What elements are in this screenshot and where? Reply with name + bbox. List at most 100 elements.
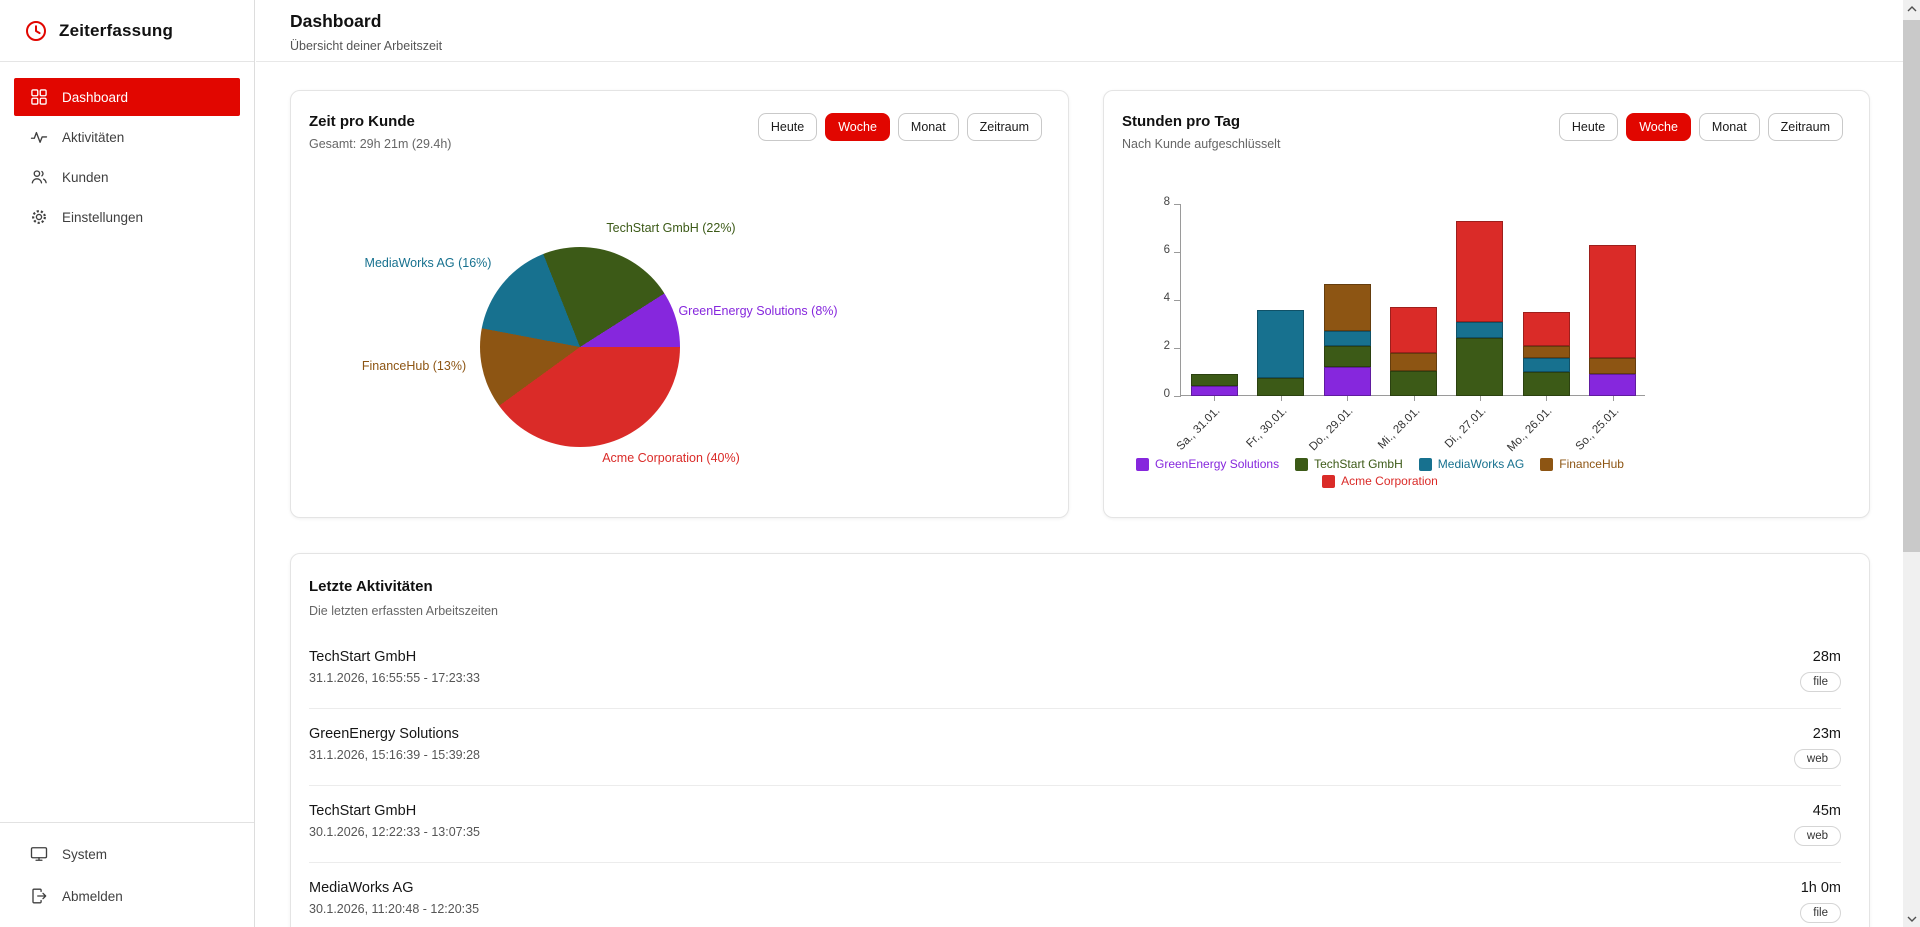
activity-duration: 28m [1812, 649, 1841, 665]
x-axis-tick [1612, 396, 1614, 401]
activity-time-range: 30.1.2026, 12:22:33 - 13:07:35 [309, 825, 480, 839]
activity-list: TechStart GmbH 31.1.2026, 16:55:55 - 17:2… [309, 632, 1841, 927]
legend-swatch-acme-corporation [1322, 474, 1336, 488]
sidebar-item-aktivit-ten[interactable]: Aktivitäten [14, 118, 240, 156]
legend-item-acme-corporation[interactable]: Acme Corporation [1322, 474, 1438, 488]
bar-segment-financehub[interactable] [1389, 352, 1437, 371]
y-axis-tick [1174, 396, 1181, 397]
bar-segment-financehub[interactable] [1323, 284, 1371, 332]
legend-swatch-techstart-gmbh [1295, 457, 1309, 471]
x-axis-tick [1280, 396, 1282, 401]
bar-segment-techstart-gmbh[interactable] [1190, 374, 1238, 387]
legend-label: TechStart GmbH [1314, 457, 1403, 471]
bar-card-subtitle: Nach Kunde aufgeschlüsselt [1122, 137, 1281, 151]
sidebar-item-label: Abmelden [62, 888, 123, 904]
bar-fr-30-01[interactable] [1247, 204, 1313, 396]
grid-icon [29, 87, 49, 107]
bar-di-27-01[interactable] [1447, 204, 1513, 396]
activity-row: TechStart GmbH 31.1.2026, 16:55:55 - 17:2… [309, 632, 1841, 709]
activity-row: MediaWorks AG 30.1.2026, 11:20:48 - 12:20… [309, 863, 1841, 927]
filter-button-heute[interactable]: Heute [1558, 113, 1619, 141]
page-subtitle: Übersicht deiner Arbeitszeit [290, 39, 443, 53]
activity-info: TechStart GmbH 30.1.2026, 12:22:33 - 13:0… [309, 803, 480, 839]
filter-button-zeitraum[interactable]: Zeitraum [1767, 113, 1843, 141]
legend-label: GreenEnergy Solutions [1155, 457, 1280, 471]
filter-button-heute[interactable]: Heute [757, 113, 818, 141]
bar-segment-financehub[interactable] [1589, 357, 1637, 375]
app-title: Zeiterfassung [59, 21, 174, 40]
bar-segment-mediaworks-ag[interactable] [1323, 331, 1371, 346]
bar-segment-techstart-gmbh[interactable] [1456, 338, 1504, 396]
bar-segment-techstart-gmbh[interactable] [1389, 370, 1437, 396]
y-axis-tick [1174, 204, 1181, 205]
legend-item-greenenergy-solutions[interactable]: GreenEnergy Solutions [1136, 457, 1279, 471]
bar-segment-acme-corporation[interactable] [1456, 220, 1504, 322]
bar-chart[interactable]: Sa., 31.01. Fr., 30.01. Do., 29.01. Mi., 28… [1164, 196, 1646, 454]
sidebar-item-abmelden[interactable]: Abmelden [14, 877, 240, 915]
sidebar-item-einstellungen[interactable]: Einstellungen [14, 198, 240, 236]
x-axis-tick [1214, 396, 1216, 401]
pie-card-subtitle: Gesamt: 29h 21m (29.4h) [309, 137, 452, 151]
app-logo: Zeiterfassung [0, 0, 254, 62]
pie-chart: Acme Corporation (40%) FinanceHub (13%) Me… [291, 91, 1068, 517]
bar-segment-greenenergy-solutions[interactable] [1190, 386, 1238, 396]
x-axis-tick [1546, 396, 1548, 401]
sidebar-item-kunden[interactable]: Kunden [14, 158, 240, 196]
activity-meta: 1h 0m file [1800, 880, 1841, 923]
bar-segment-mediaworks-ag[interactable] [1522, 357, 1570, 372]
legend-item-techstart-gmbh[interactable]: TechStart GmbH [1295, 457, 1403, 471]
bar-segment-acme-corporation[interactable] [1389, 307, 1437, 353]
pie-card-title: Zeit pro Kunde [309, 113, 415, 130]
sidebar-item-system[interactable]: System [14, 835, 240, 873]
filter-button-zeitraum[interactable]: Zeitraum [966, 113, 1042, 141]
page-title: Dashboard [290, 11, 382, 31]
bar-mo-26-01[interactable] [1513, 204, 1579, 396]
activity-row: TechStart GmbH 30.1.2026, 12:22:33 - 13:0… [309, 786, 1841, 863]
filter-button-woche[interactable]: Woche [1626, 113, 1691, 141]
sidebar-item-label: Einstellungen [62, 209, 144, 225]
page-header: Dashboard Übersicht deiner Arbeitszeit [256, 0, 1903, 62]
filter-button-monat[interactable]: Monat [897, 113, 959, 141]
bar-so-25-01[interactable] [1580, 204, 1646, 396]
activity-icon [29, 127, 49, 147]
scrollbar[interactable] [1903, 0, 1920, 927]
sidebar: Zeiterfassung Dashboard Aktivitäten Kunden… [0, 0, 255, 927]
activity-time-range: 31.1.2026, 15:16:39 - 15:39:28 [309, 748, 480, 762]
bar-do-29-01[interactable] [1314, 204, 1380, 396]
sidebar-item-label: System [62, 846, 108, 862]
legend-item-mediaworks-ag[interactable]: MediaWorks AG [1418, 457, 1524, 471]
main-content: Dashboard Übersicht deiner Arbeitszeit Z… [256, 0, 1903, 927]
bar-segment-greenenergy-solutions[interactable] [1323, 367, 1371, 396]
activity-source-badge: file [1800, 903, 1841, 923]
legend-item-financehub[interactable]: FinanceHub [1540, 457, 1624, 471]
scrollbar-thumb[interactable] [1903, 20, 1920, 552]
bar-segment-techstart-gmbh[interactable] [1522, 372, 1570, 396]
filter-button-woche[interactable]: Woche [825, 113, 890, 141]
legend-swatch-financehub [1540, 457, 1554, 471]
bar-segment-mediaworks-ag[interactable] [1257, 309, 1305, 378]
gear-icon [29, 207, 49, 227]
bar-segment-acme-corporation[interactable] [1522, 312, 1570, 346]
sidebar-nav: Dashboard Aktivitäten Kunden Einstellungen [0, 62, 254, 236]
bar-mi-28-01[interactable] [1380, 204, 1446, 396]
activity-customer: GreenEnergy Solutions [309, 726, 459, 742]
bar-segment-acme-corporation[interactable] [1589, 244, 1637, 358]
pie-graphic[interactable] [480, 247, 680, 447]
bar-card-title: Stunden pro Tag [1122, 113, 1241, 130]
charts-row: Zeit pro Kunde Gesamt: 29h 21m (29.4h) H… [256, 62, 1903, 518]
sidebar-footer: System Abmelden [0, 822, 254, 927]
bar-segment-financehub[interactable] [1522, 345, 1570, 358]
filter-button-monat[interactable]: Monat [1698, 113, 1760, 141]
bar-sa-31-01[interactable] [1181, 204, 1247, 396]
activity-meta: 23m web [1793, 726, 1841, 769]
scrollbar-up-button[interactable] [1903, 0, 1920, 17]
activity-customer: TechStart GmbH [309, 803, 417, 819]
bar-segment-techstart-gmbh[interactable] [1257, 378, 1305, 396]
sidebar-item-dashboard[interactable]: Dashboard [14, 78, 240, 116]
pie-card: Zeit pro Kunde Gesamt: 29h 21m (29.4h) H… [290, 90, 1069, 518]
scrollbar-down-button[interactable] [1903, 910, 1920, 927]
bar-segment-techstart-gmbh[interactable] [1323, 345, 1371, 368]
bar-segment-mediaworks-ag[interactable] [1456, 321, 1504, 339]
bar-segment-greenenergy-solutions[interactable] [1589, 374, 1637, 396]
